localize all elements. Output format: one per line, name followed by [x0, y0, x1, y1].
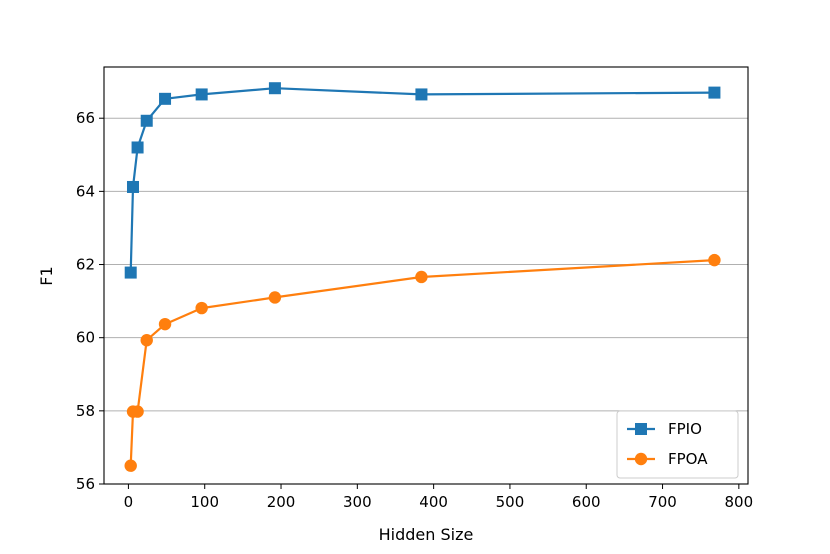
y-tick-label: 66: [76, 109, 95, 127]
x-axis-label: Hidden Size: [379, 525, 474, 544]
data-point-fpio: [124, 266, 137, 279]
legend-entry-fpoa: FPOA: [627, 450, 708, 468]
x-tick-label: 400: [419, 493, 448, 511]
data-point-fpio: [268, 82, 281, 95]
data-point-fpoa: [195, 301, 208, 315]
data-point-fpio: [159, 92, 172, 105]
legend-marker-fpio: [635, 423, 647, 435]
data-point-fpio: [415, 88, 428, 101]
x-tick-label: 600: [572, 493, 601, 511]
data-point-fpoa: [268, 291, 282, 304]
data-point-fpoa: [140, 334, 153, 347]
data-point-fpoa: [415, 270, 428, 284]
data-point-fpoa: [124, 459, 137, 472]
data-point-fpoa: [708, 253, 721, 267]
x-tick-label: 300: [343, 493, 372, 511]
axis-ticks: 56 58 60 62 64 66 0 100 200 300 400 500 600 700 800: [76, 109, 753, 511]
data-point-fpio: [195, 88, 208, 101]
x-tick-label: 700: [648, 493, 677, 511]
series-line-fpio: [129, 87, 715, 273]
y-axis-label: F1: [37, 266, 56, 285]
x-tick-label: 200: [267, 493, 296, 511]
y-tick-label: 56: [76, 475, 95, 493]
x-tick-label: 800: [725, 493, 754, 511]
plot-frame: [103, 66, 749, 485]
data-point-fpio: [131, 141, 144, 154]
x-tick-label: 100: [190, 493, 219, 511]
x-tick-label: 0: [124, 493, 134, 511]
legend-box: [616, 410, 739, 479]
data-point-fpio: [708, 86, 721, 99]
y-tick-label: 58: [76, 402, 95, 420]
x-tick-label: 500: [496, 493, 525, 511]
y-tick-label: 64: [76, 182, 95, 200]
series-layer: [124, 82, 721, 472]
legend-label-fpio: FPIO: [668, 420, 702, 438]
data-point-fpio: [126, 180, 139, 193]
data-point-fpoa: [131, 405, 144, 418]
legend-entry-fpio: FPIO: [627, 420, 702, 438]
series-fpio: [124, 82, 721, 279]
series-fpoa: [124, 253, 721, 472]
legend-marker-fpoa: [634, 452, 648, 466]
y-tick-label: 60: [76, 329, 95, 347]
y-tick-label: 62: [76, 256, 95, 274]
legend: FPIO FPOA: [616, 410, 739, 479]
data-point-fpio: [140, 114, 153, 127]
legend-label-fpoa: FPOA: [668, 450, 708, 468]
data-point-fpoa: [158, 317, 172, 331]
